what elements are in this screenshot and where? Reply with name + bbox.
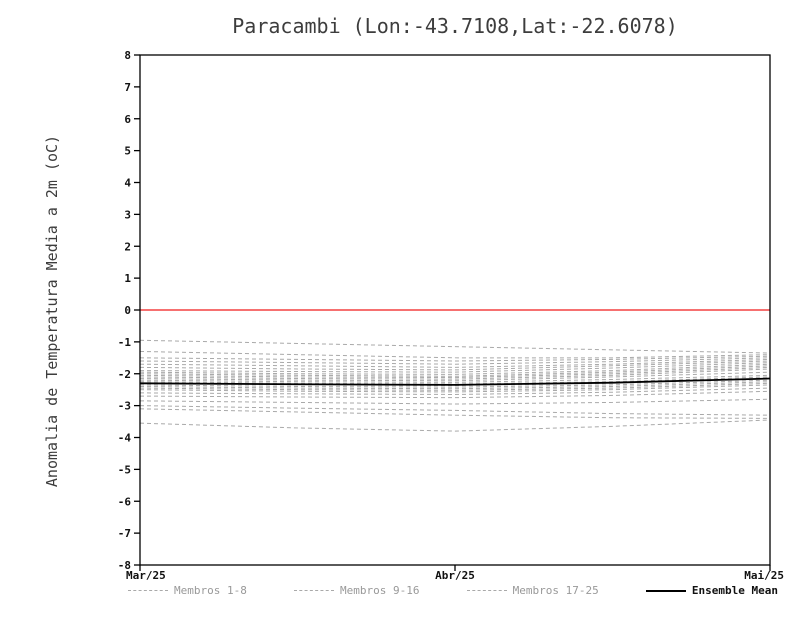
y-tick-label: 1 xyxy=(124,272,131,285)
y-tick-label: -5 xyxy=(118,463,131,476)
legend-line-dashed-icon xyxy=(294,590,335,591)
ensemble-member-line xyxy=(139,350,771,359)
ensemble-member-line xyxy=(139,381,771,390)
y-tick-label: 5 xyxy=(124,145,131,158)
y-tick-label: 3 xyxy=(124,208,131,221)
ensemble-member-line xyxy=(139,419,771,432)
ensemble-member-line xyxy=(139,363,771,375)
legend-item: Membros 1-8 xyxy=(128,584,247,597)
y-tick-label: -1 xyxy=(118,336,132,349)
ensemble-member-line xyxy=(139,374,771,383)
ensemble-member-line xyxy=(139,384,771,393)
legend-line-solid-icon xyxy=(645,589,686,592)
legend-line-dashed-icon xyxy=(128,590,168,591)
legend-item: Ensemble Mean xyxy=(645,584,778,597)
y-tick-label: 8 xyxy=(124,49,131,62)
x-tick-label: Mai/25 xyxy=(744,569,784,582)
ensemble-member-line xyxy=(139,365,771,377)
ensemble-member-line xyxy=(139,376,771,385)
x-tick-label: Abr/25 xyxy=(435,569,475,582)
y-tick-label: 2 xyxy=(124,240,131,253)
ensemble-member-line xyxy=(139,368,771,380)
y-tick-label: 6 xyxy=(124,113,131,126)
ensemble-member-line xyxy=(139,366,771,379)
legend-label: Membros 9-16 xyxy=(340,584,420,597)
ensemble-member-line xyxy=(139,357,771,365)
ensemble-member-line xyxy=(139,387,771,395)
y-tick-label: -2 xyxy=(118,368,131,381)
chart-title: Paracambi (Lon:-43.7108,Lat:-22.6078) xyxy=(232,14,678,38)
chart-legend: Membros 1-8 Membros 9-16 Membros 17-25 Ense… xyxy=(128,584,778,597)
ensemble-member-line xyxy=(139,408,771,419)
y-tick-label: -8 xyxy=(118,559,131,572)
ensemble-member-line xyxy=(139,358,771,368)
y-tick-label: -6 xyxy=(118,495,132,508)
ensemble-member-line xyxy=(139,360,771,371)
legend-item: Membros 17-25 xyxy=(466,584,599,597)
ensemble-mean-line xyxy=(139,377,771,386)
ensemble-member-line xyxy=(139,371,771,382)
legend-line-dashed-icon xyxy=(466,590,507,591)
legend-label: Membros 1-8 xyxy=(174,584,247,597)
ensemble-member-line xyxy=(139,398,771,405)
y-tick-label: 0 xyxy=(124,304,131,317)
y-tick-label: -4 xyxy=(118,432,132,445)
ensemble-member-line xyxy=(139,362,771,373)
ensemble-member-line xyxy=(139,405,771,416)
legend-item: Membros 9-16 xyxy=(294,584,420,597)
y-tick-label: 7 xyxy=(124,81,131,94)
ensemble-member-line xyxy=(139,355,771,362)
legend-label: Ensemble Mean xyxy=(691,584,778,597)
ensemble-member-line xyxy=(139,382,771,391)
ensemble-member-line xyxy=(139,339,771,354)
ensemble-member-line xyxy=(139,379,771,388)
y-tick-label: -3 xyxy=(118,400,131,413)
ensemble-member-line xyxy=(139,390,771,399)
y-tick-label: 4 xyxy=(124,177,131,190)
legend-label: Membros 17-25 xyxy=(512,584,599,597)
x-tick-label: Mar/25 xyxy=(126,569,166,582)
y-tick-label: -7 xyxy=(118,527,131,540)
